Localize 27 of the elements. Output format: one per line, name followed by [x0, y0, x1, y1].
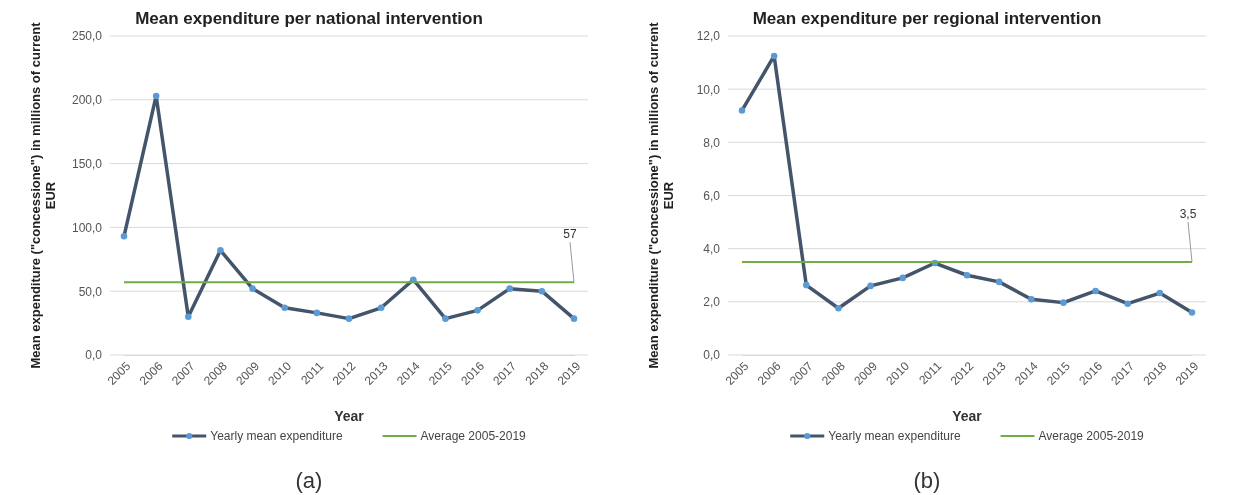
- y-tick-label: 250,0: [71, 29, 103, 44]
- legend-label: Average 2005-2019: [420, 429, 527, 443]
- x-axis-title: Year: [334, 408, 365, 424]
- y-axis-title: Mean expenditure ("concessione") in millions of current EUR: [28, 21, 58, 369]
- y-tick-label: 200,0: [71, 93, 103, 108]
- y-tick-label: 150,0: [71, 156, 103, 171]
- legend-label: Average 2005-2019: [1038, 429, 1145, 443]
- legend-label: Yearly mean expenditure: [210, 429, 343, 443]
- y-axis-title: Mean expenditure ("concessione") in millions of current EUR: [646, 21, 676, 369]
- y-tick-label: 4,0: [703, 242, 721, 257]
- y-tick-label: 100,0: [71, 220, 103, 235]
- legend-label: Yearly mean expenditure: [828, 429, 961, 443]
- x-axis-title: Year: [952, 408, 983, 424]
- data-label: 57: [563, 227, 577, 242]
- y-tick-label: 50,0: [78, 284, 103, 299]
- chart-title: Mean expenditure per regional intervention: [752, 9, 1102, 28]
- y-tick-label: 6,0: [703, 188, 721, 203]
- y-tick-label: 8,0: [703, 135, 721, 150]
- y-tick-label: 12,0: [696, 29, 721, 44]
- data-label: 3,5: [1179, 206, 1197, 221]
- y-tick-label: 10,0: [696, 82, 721, 97]
- chart-title: Mean expenditure per national intervention: [135, 9, 483, 28]
- text: (b): [913, 468, 941, 493]
- y-tick-label: 0,0: [703, 348, 721, 363]
- y-tick-label: 0,0: [85, 348, 103, 363]
- y-tick-label: 2,0: [703, 295, 721, 310]
- text: (a): [295, 468, 323, 493]
